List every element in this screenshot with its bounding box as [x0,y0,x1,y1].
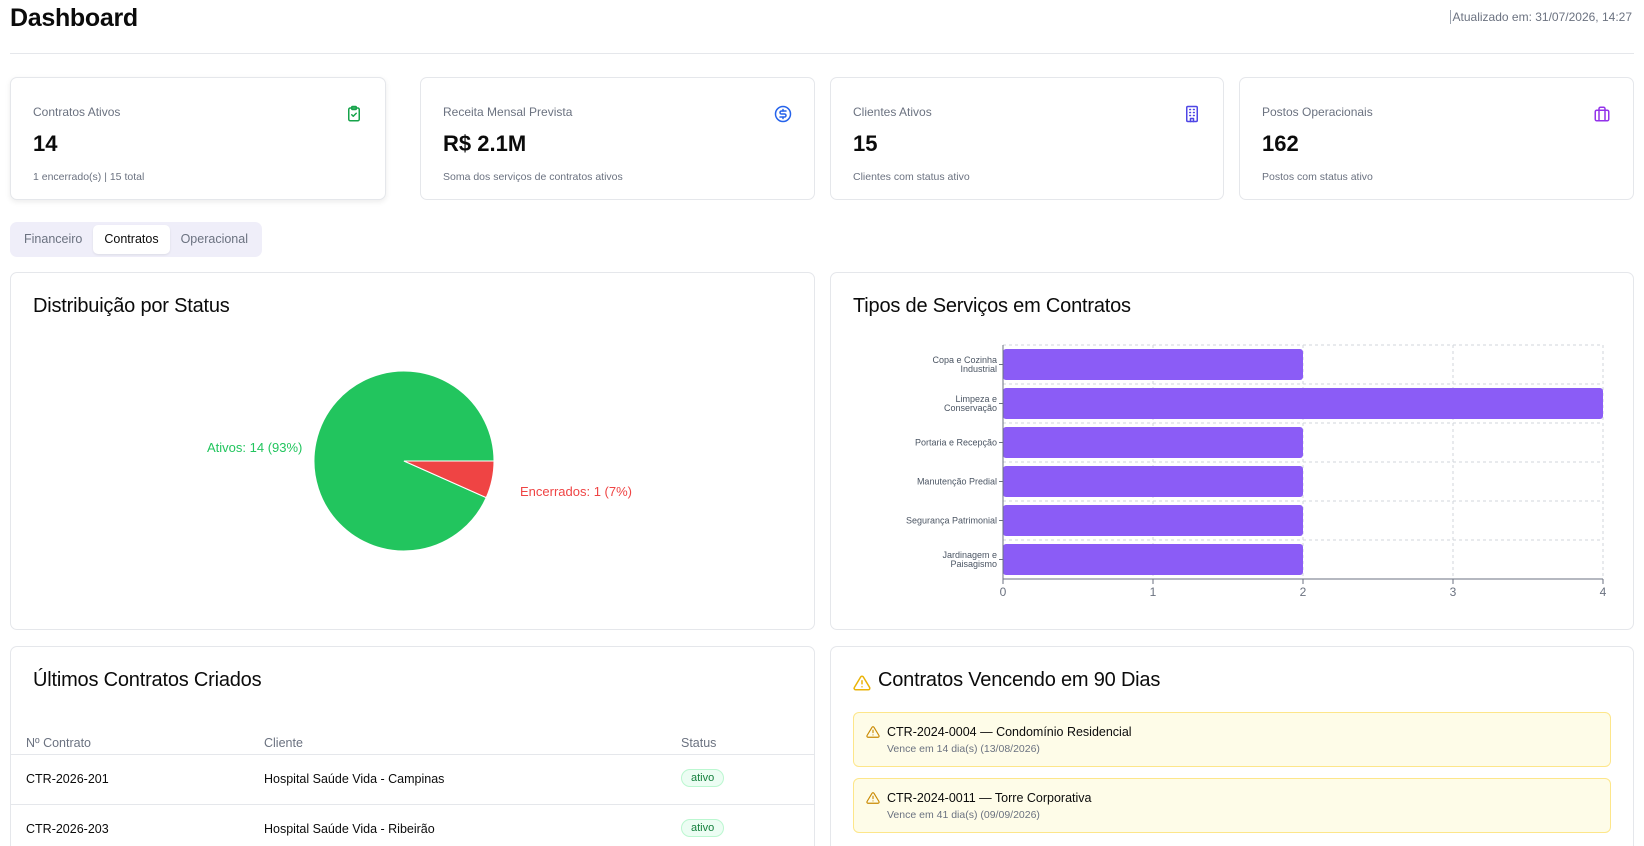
expiring-contract-item[interactable]: CTR-2024-0011 — Torre Corporativa Vence … [853,778,1611,833]
kpi-label: Receita Mensal Prevista [443,105,573,119]
recent-contracts-card: Últimos Contratos Criados Nº Contrato Cl… [10,646,815,846]
contract-number: CTR-2026-203 [26,822,109,836]
bar-0[interactable] [1003,349,1303,380]
kpi-value: 14 [33,131,58,156]
dashboard-tabs: Financeiro Contratos Operacional [10,222,262,257]
status-distribution-card: Distribuição por Status Ativos: 14 (93%)… [10,272,815,630]
x-tick-label: 0 [1000,585,1007,599]
y-tick-label: Paisagismo [950,559,997,569]
x-tick-label: 1 [1150,585,1157,599]
expiring-contract-due: Vence em 41 dia(s) (09/09/2026) [887,809,1040,821]
warning-icon [866,726,880,738]
column-header-status[interactable]: Status [681,736,717,750]
warning-icon [866,792,880,804]
last-updated-text: Atualizado em: 31/07/2026, 14:27 [1449,10,1632,24]
kpi-card-revenue[interactable]: Receita Mensal Prevista R$ 2.1M Soma dos… [420,77,815,200]
expiring-contract-title: CTR-2024-0004 — Condomínio Residencial [887,725,1132,739]
clipboard-check-icon [348,105,360,122]
expiring-contract-due: Vence em 14 dia(s) (13/08/2026) [887,743,1040,755]
kpi-value: R$ 2.1M [443,131,527,156]
kpi-subtext: Clientes com status ativo [853,171,970,183]
pie-label-ativos: Ativos: 14 (93%) [207,440,303,455]
x-tick-label: 4 [1600,585,1607,599]
bar-3[interactable] [1003,466,1303,497]
y-tick-label: Manutenção Predial [917,477,997,487]
pie-label-encerrados: Encerrados: 1 (7%) [520,484,632,499]
kpi-subtext: 1 encerrado(s) | 15 total [33,171,145,183]
dollar-circle-icon [774,105,792,123]
y-tick-label: Segurança Patrimonial [906,516,997,526]
kpi-label: Contratos Ativos [33,105,121,119]
kpi-subtext: Soma dos serviços de contratos ativos [443,171,623,183]
bar-2[interactable] [1003,427,1303,458]
card-title: Tipos de Serviços em Contratos [853,295,1131,317]
kpi-value: 162 [1262,131,1299,156]
briefcase-icon [1594,106,1610,122]
y-tick-label: Conservação [944,403,997,413]
status-badge: ativo [681,769,725,787]
tab-contratos[interactable]: Contratos [93,225,170,254]
kpi-label: Clientes Ativos [853,105,932,119]
kpi-card-contracts[interactable]: Contratos Ativos 14 1 encerrado(s) | 15 … [10,77,386,200]
bar-4[interactable] [1003,505,1303,536]
tab-financeiro[interactable]: Financeiro [24,232,83,246]
client-name: Hospital Saúde Vida - Ribeirão [264,822,435,836]
kpi-label: Postos Operacionais [1262,105,1373,119]
y-tick-label: Portaria e Recepção [915,438,997,448]
x-tick-label: 3 [1450,585,1457,599]
header-divider [10,53,1634,54]
expiring-contract-item[interactable]: CTR-2024-0004 — Condomínio Residencial V… [853,712,1611,767]
bar-1[interactable] [1003,388,1603,419]
card-title: Distribuição por Status [33,295,230,317]
service-types-card: Tipos de Serviços em Contratos 0 1 2 3 4 Copa… [830,272,1634,630]
y-tick-label: Copa e Cozinha [932,355,997,365]
expiring-contracts-card: Contratos Vencendo em 90 Dias CTR-2024-0… [830,646,1634,846]
tab-operacional[interactable]: Operacional [180,232,248,246]
y-tick-label: Industrial [960,364,997,374]
card-title: Últimos Contratos Criados [33,669,262,691]
table-row[interactable]: CTR-2026-203 Hospital Saúde Vida - Ribei… [11,804,814,846]
kpi-card-clients[interactable]: Clientes Ativos 15 Clientes com status a… [830,77,1224,200]
client-name: Hospital Saúde Vida - Campinas [264,772,445,786]
bar-5[interactable] [1003,544,1303,575]
kpi-subtext: Postos com status ativo [1262,171,1373,183]
building-icon [1186,105,1198,123]
page-title: Dashboard [10,4,138,32]
expiring-contract-title: CTR-2024-0011 — Torre Corporativa [887,791,1092,805]
contract-number: CTR-2026-201 [26,772,109,786]
column-header-contract[interactable]: Nº Contrato [26,736,92,750]
pie-slice-encerrados[interactable] [403,460,495,499]
kpi-card-posts[interactable]: Postos Operacionais 162 Postos com statu… [1239,77,1634,200]
y-tick-label: Jardinagem e [942,550,997,560]
y-tick-label: Limpeza e [955,394,997,404]
status-pie-chart [313,370,495,552]
table-row[interactable]: CTR-2026-201 Hospital Saúde Vida - Campi… [11,754,814,804]
column-header-client[interactable]: Cliente [264,736,303,750]
status-badge: ativo [681,819,725,837]
kpi-value: 15 [853,131,878,156]
x-tick-label: 2 [1300,585,1307,599]
warning-icon [853,675,871,691]
card-title: Contratos Vencendo em 90 Dias [878,669,1161,691]
